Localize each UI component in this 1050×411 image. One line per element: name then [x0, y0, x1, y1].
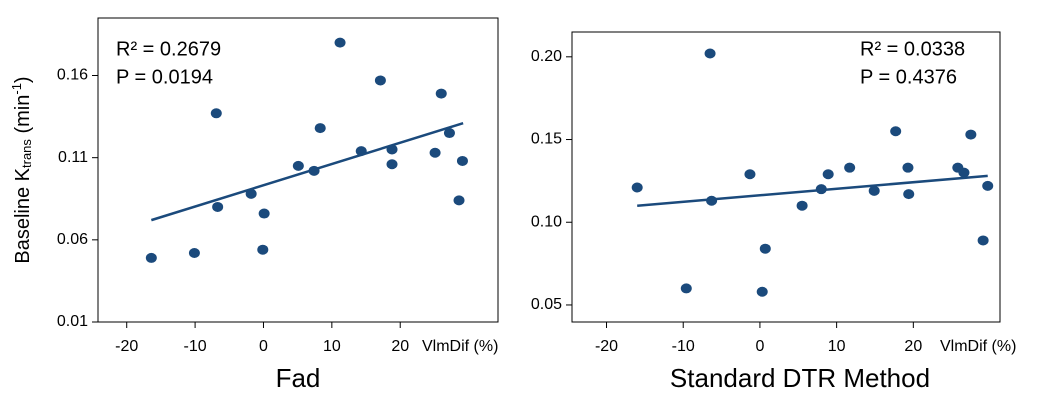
data-point: [257, 244, 269, 255]
y-tick-label: 0.06: [57, 231, 88, 248]
data-point: [258, 208, 270, 219]
data-point: [756, 286, 768, 297]
x-tick-label: 20: [904, 338, 922, 355]
data-point: [212, 201, 224, 212]
y-tick-label: 0.10: [531, 213, 562, 230]
data-point: [868, 185, 880, 196]
x-tick-label: 0: [755, 338, 764, 355]
fit-line: [637, 174, 988, 207]
data-point: [844, 162, 856, 173]
x-tick-label: -20: [595, 338, 618, 355]
data-point: [965, 129, 977, 140]
x-axis-label: VlmDif (%): [422, 338, 498, 355]
x-tick-label: -10: [672, 338, 695, 355]
data-point: [796, 200, 808, 211]
x-tick-label: 10: [323, 338, 341, 355]
data-point: [188, 247, 200, 258]
y-tick-label: 0.15: [531, 131, 562, 148]
y-tick-label: 0.11: [58, 149, 88, 166]
x-axis-label: VlmDif (%): [940, 338, 1016, 355]
plot-frame: [571, 31, 1001, 323]
x-tick-label: 20: [391, 338, 409, 355]
data-point: [958, 167, 970, 178]
fit-line: [150, 121, 464, 222]
data-point: [245, 188, 257, 199]
data-point: [453, 195, 465, 206]
data-point: [386, 159, 398, 170]
y-tick-label: 0.20: [531, 48, 562, 65]
y-axis-label-part: ): [12, 76, 34, 83]
annotation: P = 0.4376: [860, 66, 957, 88]
data-point: [631, 182, 643, 193]
data-point: [210, 108, 222, 119]
annotation: R² = 0.0338: [860, 38, 965, 60]
data-point: [429, 147, 441, 158]
y-tick-label: 0.01: [57, 313, 88, 330]
data-point: [890, 126, 902, 137]
data-point: [982, 180, 994, 191]
y-axis-label-part: (min: [12, 95, 34, 139]
data-point: [977, 235, 989, 246]
chart-title: Fad: [276, 363, 321, 393]
data-point: [145, 252, 157, 263]
data-point: [435, 88, 447, 99]
x-tick-label: -20: [115, 338, 138, 355]
y-tick-label: 0.05: [531, 296, 562, 313]
data-point: [704, 48, 716, 59]
chart: 0.01 0.06 0.11 0.16 -20 -10 0 10 20 VlmDif (%) Fad…: [9, 17, 499, 393]
data-point: [903, 189, 915, 200]
data-point: [314, 123, 326, 134]
x-tick-label: 10: [828, 338, 846, 355]
data-point: [822, 169, 834, 180]
data-point: [334, 37, 346, 48]
x-tick-label: 0: [259, 338, 268, 355]
data-point: [744, 169, 756, 180]
y-tick-label: 0.16: [57, 67, 88, 84]
data-point: [456, 155, 468, 166]
annotation: P = 0.0194: [116, 66, 213, 88]
y-axis-label-part: Baseline K: [12, 167, 34, 263]
data-point: [680, 283, 692, 294]
data-point: [902, 162, 914, 173]
y-axis-label-part: trans: [19, 139, 34, 168]
data-point: [443, 128, 455, 139]
data-point: [292, 160, 304, 171]
y-axis-label-part: -1: [9, 83, 24, 95]
data-point: [759, 243, 771, 254]
y-axis-label: Baseline Ktrans (min-1): [9, 76, 34, 263]
annotation: R² = 0.2679: [116, 38, 221, 60]
plot-frame: [97, 17, 499, 323]
chart: 0.05 0.10 0.15 0.20 -20 -10 0 10 20 VlmDif (%) Sta…: [531, 31, 1016, 393]
data-point: [374, 75, 386, 86]
chart-title: Standard DTR Method: [670, 363, 930, 393]
x-tick-label: -10: [184, 338, 207, 355]
